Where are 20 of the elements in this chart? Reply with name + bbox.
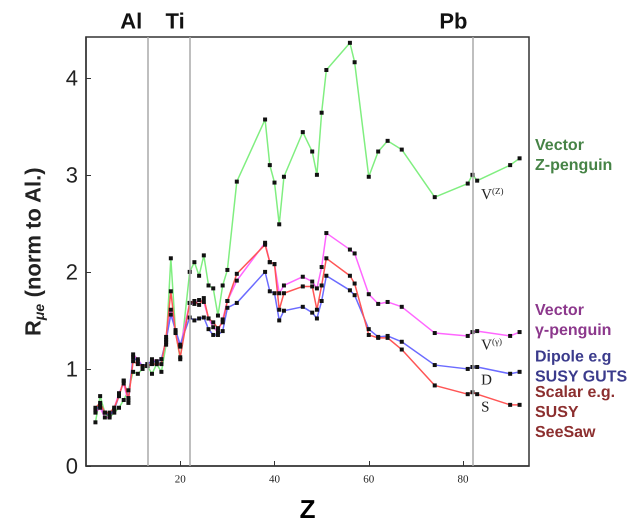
y-tick-label: 4 xyxy=(66,65,78,90)
series-label: Vector Z-penguin xyxy=(535,136,612,174)
y-tick-label: 1 xyxy=(66,356,78,382)
y-tick-label: 0 xyxy=(66,454,78,478)
x-tick-label: 80 xyxy=(458,474,470,486)
series-label: Dipole e.g SUSY GUTS xyxy=(535,348,628,386)
y-tick-label: 3 xyxy=(66,162,78,188)
x-tick-label: 40 xyxy=(269,474,281,486)
ref-line-label: Pb xyxy=(439,8,468,34)
annotation: D xyxy=(481,372,492,388)
series-label: Scalar e.g. SUSY SeeSaw xyxy=(535,384,620,442)
series-label: Vector γ-penguin xyxy=(535,302,612,339)
ref-line-label: Al xyxy=(120,8,142,34)
x-axis-title: Z xyxy=(300,494,316,524)
ref-line-label: Ti xyxy=(166,8,185,34)
y-axis-title: Rμe (norm to Al.) xyxy=(20,167,47,336)
x-tick-label: 60 xyxy=(363,474,375,486)
x-tick-label: 20 xyxy=(174,474,186,486)
annotation: S xyxy=(481,400,490,416)
y-tick-label: 2 xyxy=(66,259,78,284)
